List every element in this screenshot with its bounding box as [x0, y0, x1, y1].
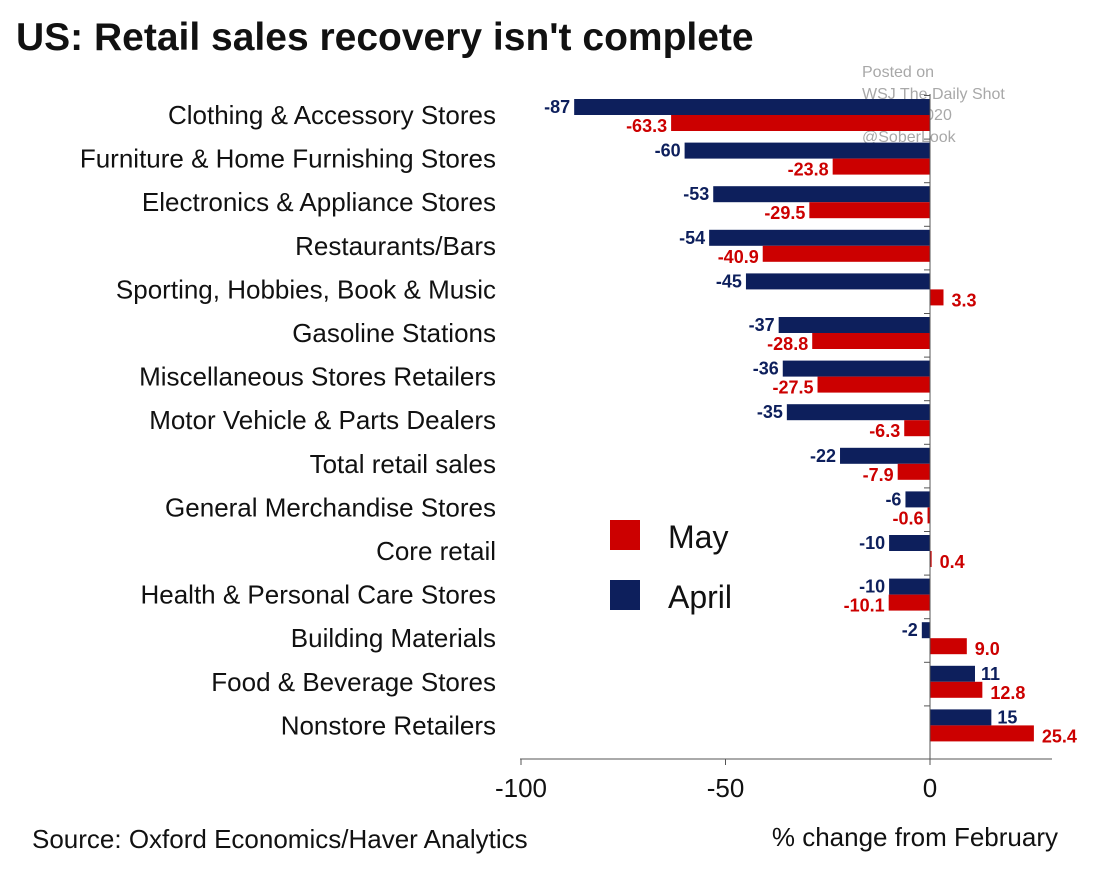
- bar-april: [745, 273, 930, 290]
- data-label-april: -36: [753, 359, 779, 379]
- category-label: Health & Personal Care Stores: [140, 580, 496, 610]
- data-label-april: -54: [679, 228, 705, 248]
- category-label: Core retail: [376, 536, 496, 566]
- bar-may: [762, 245, 930, 262]
- bar-april: [782, 360, 930, 377]
- x-axis-label: % change from February: [771, 822, 1058, 852]
- bar-april: [889, 535, 930, 551]
- bar-may: [817, 376, 930, 393]
- bar-april: [684, 142, 930, 159]
- bar-may: [927, 507, 930, 524]
- category-label: Nonstore Retailers: [281, 710, 496, 740]
- category-label: Clothing & Accessory Stores: [168, 100, 496, 130]
- bar-may: [812, 333, 930, 349]
- data-label-may: -28.8: [767, 334, 808, 354]
- chart-title: US: Retail sales recovery isn't complete: [16, 16, 754, 59]
- bar-may: [930, 551, 932, 567]
- data-label-april: -10: [859, 577, 885, 597]
- bar-april: [930, 709, 992, 726]
- bar-may: [897, 463, 930, 480]
- x-tick-label: -100: [495, 773, 547, 803]
- category-label: Restaurants/Bars: [295, 231, 496, 261]
- bar-april: [840, 447, 930, 464]
- data-label-april: -6: [885, 489, 901, 509]
- data-label-may: -40.9: [718, 247, 759, 267]
- watermark-line: WSJ The Daily Shot: [862, 85, 1005, 103]
- bar-april: [713, 186, 930, 203]
- bar-may: [904, 420, 930, 437]
- data-label-may: 3.3: [951, 290, 976, 310]
- data-label-april: -60: [655, 141, 681, 161]
- category-label: Furniture & Home Furnishing Stores: [80, 144, 496, 174]
- data-label-may: -63.3: [626, 116, 667, 136]
- bar-april: [786, 404, 930, 421]
- data-label-april: -87: [544, 97, 570, 117]
- bar-may: [671, 115, 930, 131]
- bar-may: [930, 725, 1034, 742]
- bar-may: [832, 158, 930, 175]
- category-label: Electronics & Appliance Stores: [142, 187, 496, 217]
- bar-may: [930, 681, 983, 698]
- data-label-april: -2: [902, 620, 918, 640]
- data-label-april: 15: [997, 707, 1017, 727]
- watermark-line: @SoberLook: [862, 128, 956, 146]
- data-label-april: 11: [981, 664, 1000, 684]
- data-label-may: -10.1: [844, 596, 885, 616]
- legend-swatch-april: [610, 580, 640, 610]
- category-label: Gasoline Stations: [292, 318, 496, 348]
- data-label-april: -35: [757, 402, 783, 422]
- bar-may: [930, 638, 967, 655]
- bar-april: [709, 229, 930, 246]
- bar-may: [888, 594, 930, 611]
- bar-april: [905, 491, 930, 508]
- category-label: Food & Beverage Stores: [211, 667, 496, 697]
- category-label: Sporting, Hobbies, Book & Music: [116, 274, 496, 304]
- category-label: Building Materials: [291, 623, 496, 653]
- bar-april: [930, 665, 975, 682]
- data-label-may: 25.4: [1042, 726, 1077, 746]
- bar-april: [574, 99, 930, 115]
- category-label: Motor Vehicle & Parts Dealers: [149, 405, 496, 435]
- bar-april: [921, 622, 930, 639]
- data-label-may: -0.6: [893, 508, 924, 528]
- data-label-april: -10: [859, 533, 885, 553]
- category-label: General Merchandise Stores: [165, 492, 496, 522]
- bar-may: [809, 202, 930, 219]
- data-label-may: -7.9: [863, 465, 894, 485]
- data-label-may: -29.5: [764, 203, 805, 223]
- data-label-may: -6.3: [869, 421, 900, 441]
- legend-label-april: April: [668, 579, 732, 615]
- watermark-line: Posted on: [862, 64, 935, 81]
- x-tick-label: -50: [707, 773, 745, 803]
- category-label: Total retail sales: [310, 449, 496, 479]
- x-tick-label: 0: [923, 773, 937, 803]
- legend-label-may: May: [668, 519, 728, 555]
- data-label-april: -53: [683, 184, 709, 204]
- data-label-may: 12.8: [990, 683, 1025, 703]
- data-label-may: 0.4: [940, 552, 965, 572]
- bar-april: [889, 578, 930, 595]
- data-label-may: -27.5: [772, 378, 813, 398]
- data-label-may: 9.0: [975, 639, 1000, 659]
- legend-swatch-may: [610, 520, 640, 550]
- data-label-april: -22: [810, 446, 836, 466]
- source-note: Source: Oxford Economics/Haver Analytics: [32, 824, 528, 854]
- category-label: Miscellaneous Stores Retailers: [139, 362, 496, 392]
- bar-may: [930, 289, 944, 306]
- data-label-april: -45: [716, 271, 742, 291]
- data-label-april: -37: [749, 315, 775, 335]
- data-label-may: -23.8: [788, 160, 829, 180]
- bar-april: [778, 317, 930, 333]
